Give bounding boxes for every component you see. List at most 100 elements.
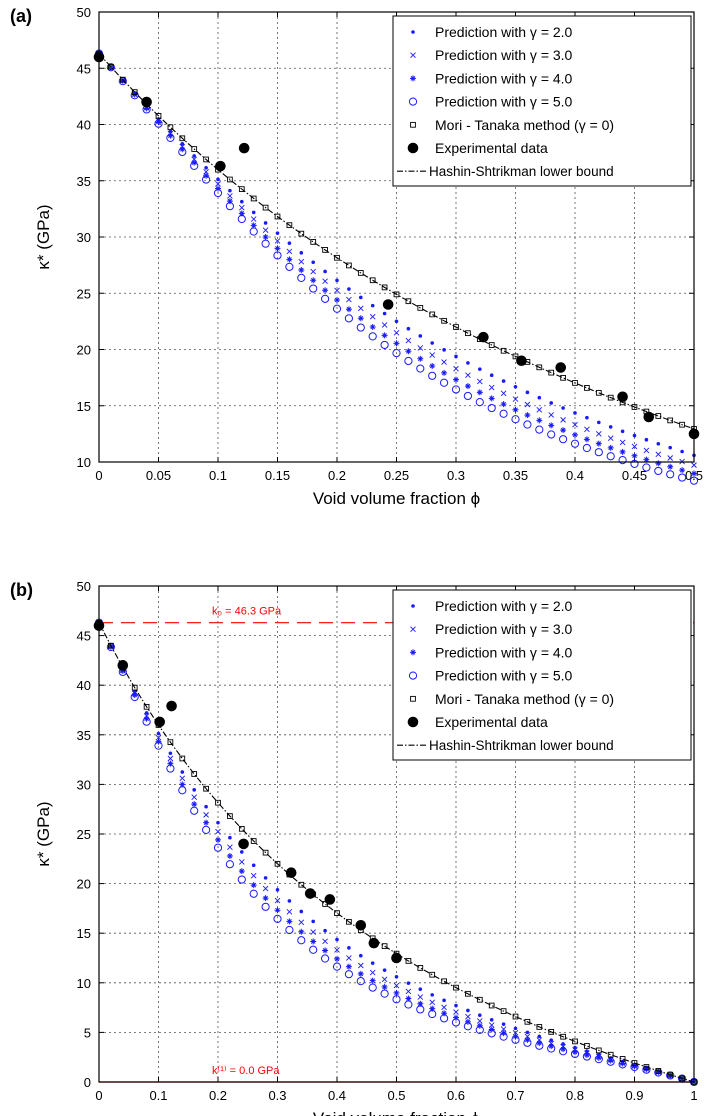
data-point xyxy=(429,999,436,1006)
data-point xyxy=(334,947,340,953)
data-point xyxy=(584,426,590,433)
x-tick-label: 0.15 xyxy=(265,468,290,483)
data-point xyxy=(488,1022,495,1028)
data-point xyxy=(430,993,435,997)
data-point xyxy=(441,359,447,365)
data-point xyxy=(560,417,566,423)
data-point xyxy=(167,739,174,746)
data-point xyxy=(167,124,174,131)
data-point xyxy=(192,154,196,158)
data-point xyxy=(180,770,185,774)
data-point xyxy=(655,451,662,458)
data-point xyxy=(561,1042,565,1046)
series-gamma-5 xyxy=(94,49,699,485)
data-point xyxy=(536,364,543,371)
data-point xyxy=(250,882,257,889)
data-point xyxy=(476,1022,483,1029)
data-point xyxy=(321,294,330,303)
data-point xyxy=(451,385,461,394)
data-point xyxy=(548,1029,555,1035)
data-point xyxy=(408,97,418,106)
data-point xyxy=(344,314,353,323)
data-point xyxy=(405,958,412,964)
data-point xyxy=(261,902,270,911)
data-point xyxy=(524,401,531,408)
data-point xyxy=(381,984,388,991)
annotation-label: k₀ = 46.3 GPa xyxy=(212,606,282,618)
legend-label: Hashin-Shtrikman lower bound xyxy=(429,738,614,753)
data-point xyxy=(440,1014,449,1023)
data-point xyxy=(410,649,416,656)
data-point xyxy=(394,319,399,324)
data-point xyxy=(369,323,376,330)
x-axis-label: Void volume fraction ϕ xyxy=(313,1109,480,1116)
data-point xyxy=(357,315,364,322)
data-point xyxy=(465,1013,471,1020)
data-point xyxy=(584,1043,590,1049)
data-point xyxy=(250,222,257,229)
data-point xyxy=(240,850,244,854)
data-point xyxy=(512,1013,519,1020)
data-point xyxy=(286,918,293,925)
data-point xyxy=(298,919,305,926)
data-point xyxy=(311,260,316,265)
x-tick-label: 0.3 xyxy=(268,1088,286,1103)
data-point xyxy=(274,860,281,867)
data-point xyxy=(555,362,567,373)
data-point xyxy=(583,1051,590,1058)
data-point xyxy=(332,962,342,971)
data-point xyxy=(179,781,186,788)
data-point xyxy=(368,937,380,949)
y-tick-label: 0 xyxy=(84,1075,91,1090)
data-point xyxy=(262,227,269,233)
legend-label: Mori - Tanaka method (γ = 0) xyxy=(435,117,614,133)
data-point xyxy=(347,946,351,950)
data-point xyxy=(381,943,388,949)
data-point xyxy=(537,395,542,400)
legend-label: Prediction with γ = 5.0 xyxy=(435,94,573,110)
data-point xyxy=(393,340,400,347)
data-point xyxy=(476,1018,483,1024)
data-point xyxy=(227,844,233,851)
data-point xyxy=(547,1044,556,1053)
data-point xyxy=(463,391,472,401)
data-point xyxy=(356,977,365,986)
x-tick-label: 0.2 xyxy=(328,468,346,483)
data-point xyxy=(250,195,257,202)
data-point xyxy=(489,373,494,378)
data-point xyxy=(131,684,138,691)
data-point xyxy=(381,976,388,983)
data-point xyxy=(299,909,304,914)
data-point xyxy=(227,813,233,819)
data-point xyxy=(619,448,626,455)
data-point xyxy=(344,970,353,979)
data-point xyxy=(310,268,317,275)
data-point xyxy=(513,385,518,389)
data-point xyxy=(368,332,377,341)
data-point xyxy=(630,459,639,468)
data-point xyxy=(368,983,377,992)
data-point xyxy=(608,425,613,429)
y-tick-label: 30 xyxy=(77,230,91,245)
data-point xyxy=(654,466,663,476)
data-point xyxy=(655,1069,662,1076)
data-point xyxy=(679,467,686,474)
data-point xyxy=(167,755,174,762)
data-point xyxy=(141,96,152,108)
data-point xyxy=(559,435,568,444)
data-point xyxy=(216,177,220,182)
data-point xyxy=(453,376,459,383)
data-point xyxy=(410,121,416,128)
data-point xyxy=(642,463,651,472)
data-point xyxy=(357,970,364,977)
data-point xyxy=(631,1063,638,1070)
data-point xyxy=(346,918,352,925)
panel-label: (a) xyxy=(10,6,32,26)
data-point xyxy=(310,929,317,935)
legend-label: Experimental data xyxy=(435,714,548,730)
data-point xyxy=(478,1013,482,1018)
data-point xyxy=(287,241,292,245)
data-point xyxy=(408,671,418,680)
data-point xyxy=(405,298,412,305)
data-point xyxy=(298,928,305,935)
